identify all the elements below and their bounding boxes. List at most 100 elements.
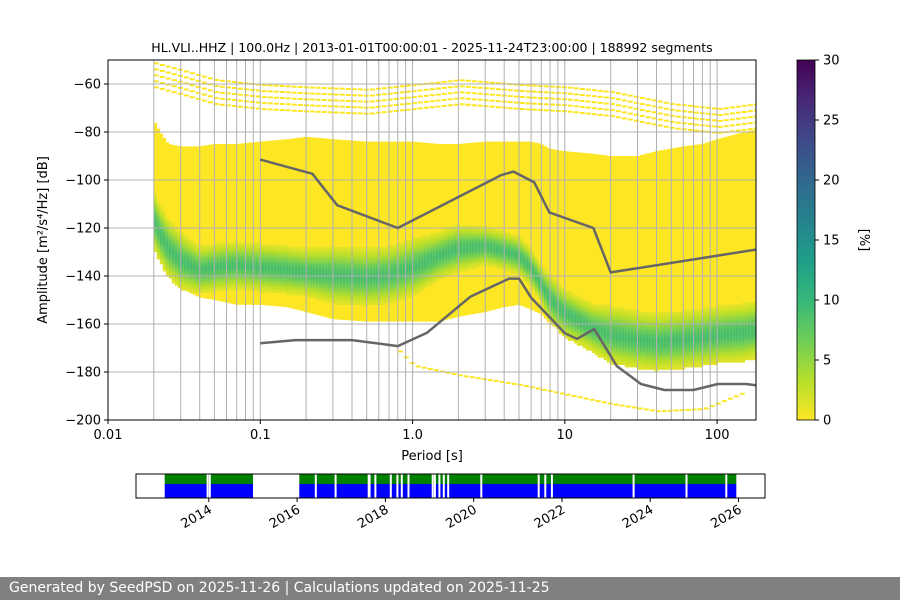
density-cell: [690, 357, 695, 361]
density-column: [648, 152, 653, 370]
density-column: [333, 139, 338, 320]
density-cell: [636, 309, 641, 313]
density-cell: [201, 259, 206, 262]
density-cell: [189, 256, 194, 260]
density-cell: [237, 244, 242, 248]
density-cell: [399, 264, 404, 267]
density-cell: [303, 249, 308, 253]
density-cell: [729, 331, 734, 334]
density-cell: [480, 232, 485, 236]
density-cell: [660, 316, 665, 320]
outlier-speck-upper: [447, 92, 453, 95]
density-cell: [267, 280, 272, 284]
density-cell: [414, 252, 419, 255]
outlier-speck-upper: [381, 93, 387, 96]
density-cell: [168, 266, 173, 269]
density-cell: [228, 268, 233, 272]
density-cell: [393, 264, 398, 267]
density-cell: [420, 240, 425, 243]
density-cell: [426, 266, 431, 269]
density-cell: [192, 261, 197, 265]
density-cell: [543, 309, 548, 313]
outlier-speck-upper: [237, 99, 243, 102]
density-cell: [345, 264, 350, 267]
density-cell: [252, 268, 257, 272]
density-cell: [165, 223, 170, 226]
density-cell: [384, 261, 389, 265]
density-cell: [411, 290, 416, 293]
density-cell: [288, 288, 293, 291]
density-cell: [666, 348, 671, 351]
density-cell: [702, 340, 707, 344]
density-cell: [714, 343, 719, 346]
density-cell: [435, 278, 440, 281]
density-cell: [672, 326, 677, 329]
outlier-speck-upper: [153, 80, 159, 83]
density-cell: [618, 350, 623, 353]
density-cell: [567, 336, 572, 339]
density-cell: [381, 278, 386, 281]
density-cell: [180, 235, 185, 238]
density-cell: [585, 328, 590, 332]
density-cell: [342, 264, 347, 267]
density-cell: [609, 314, 614, 317]
density-cell: [468, 259, 473, 262]
density-cell: [465, 252, 470, 255]
density-cell: [660, 357, 665, 361]
density-cell: [315, 264, 320, 267]
density-cell: [543, 280, 548, 284]
outlier-speck-upper: [339, 105, 345, 108]
density-cell: [684, 362, 689, 365]
density-cell: [162, 211, 167, 214]
density-cell: [369, 261, 374, 265]
density-cell: [693, 319, 698, 322]
density-cell: [621, 350, 626, 353]
density-cell: [729, 324, 734, 327]
density-cell: [282, 266, 287, 269]
density-cell: [582, 331, 587, 334]
density-cell: [546, 300, 551, 303]
density-cell: [438, 271, 443, 274]
density-cell: [735, 312, 740, 315]
density-cell: [186, 237, 191, 241]
density-column: [684, 146, 689, 368]
density-cell: [690, 348, 695, 351]
density-cell: [255, 141, 260, 305]
density-cell: [342, 252, 347, 255]
density-cell: [597, 352, 602, 356]
density-cell: [624, 316, 629, 320]
density-cell: [369, 249, 374, 253]
density-cell: [726, 309, 731, 313]
density-cell: [303, 264, 308, 267]
density-cell: [441, 247, 446, 250]
density-cell: [222, 278, 227, 281]
density-cell: [354, 261, 359, 265]
density-cell: [390, 252, 395, 255]
density-cell: [279, 261, 284, 265]
density-cell: [336, 252, 341, 255]
density-cell: [159, 235, 164, 238]
density-cell: [450, 259, 455, 262]
density-cell: [651, 152, 656, 365]
density-cell: [714, 316, 719, 320]
density-cell: [627, 321, 632, 325]
density-cell: [297, 292, 302, 296]
density-cell: [210, 280, 215, 284]
density-cell: [516, 252, 521, 255]
density-cell: [312, 290, 317, 293]
density-cell: [636, 343, 641, 346]
density-cell: [528, 283, 533, 286]
density-cell: [657, 333, 662, 337]
density-cell: [375, 254, 380, 257]
density-cell: [660, 340, 665, 344]
density-cell: [168, 264, 173, 267]
density-cell: [390, 280, 395, 284]
density-cell: [726, 307, 731, 310]
density-cell: [651, 312, 656, 315]
outlier-speck-upper: [393, 86, 399, 88]
density-cell: [525, 244, 530, 248]
density-cell: [753, 316, 756, 320]
density-cell: [621, 307, 626, 310]
density-cell: [441, 256, 446, 260]
density-cell: [744, 331, 749, 334]
